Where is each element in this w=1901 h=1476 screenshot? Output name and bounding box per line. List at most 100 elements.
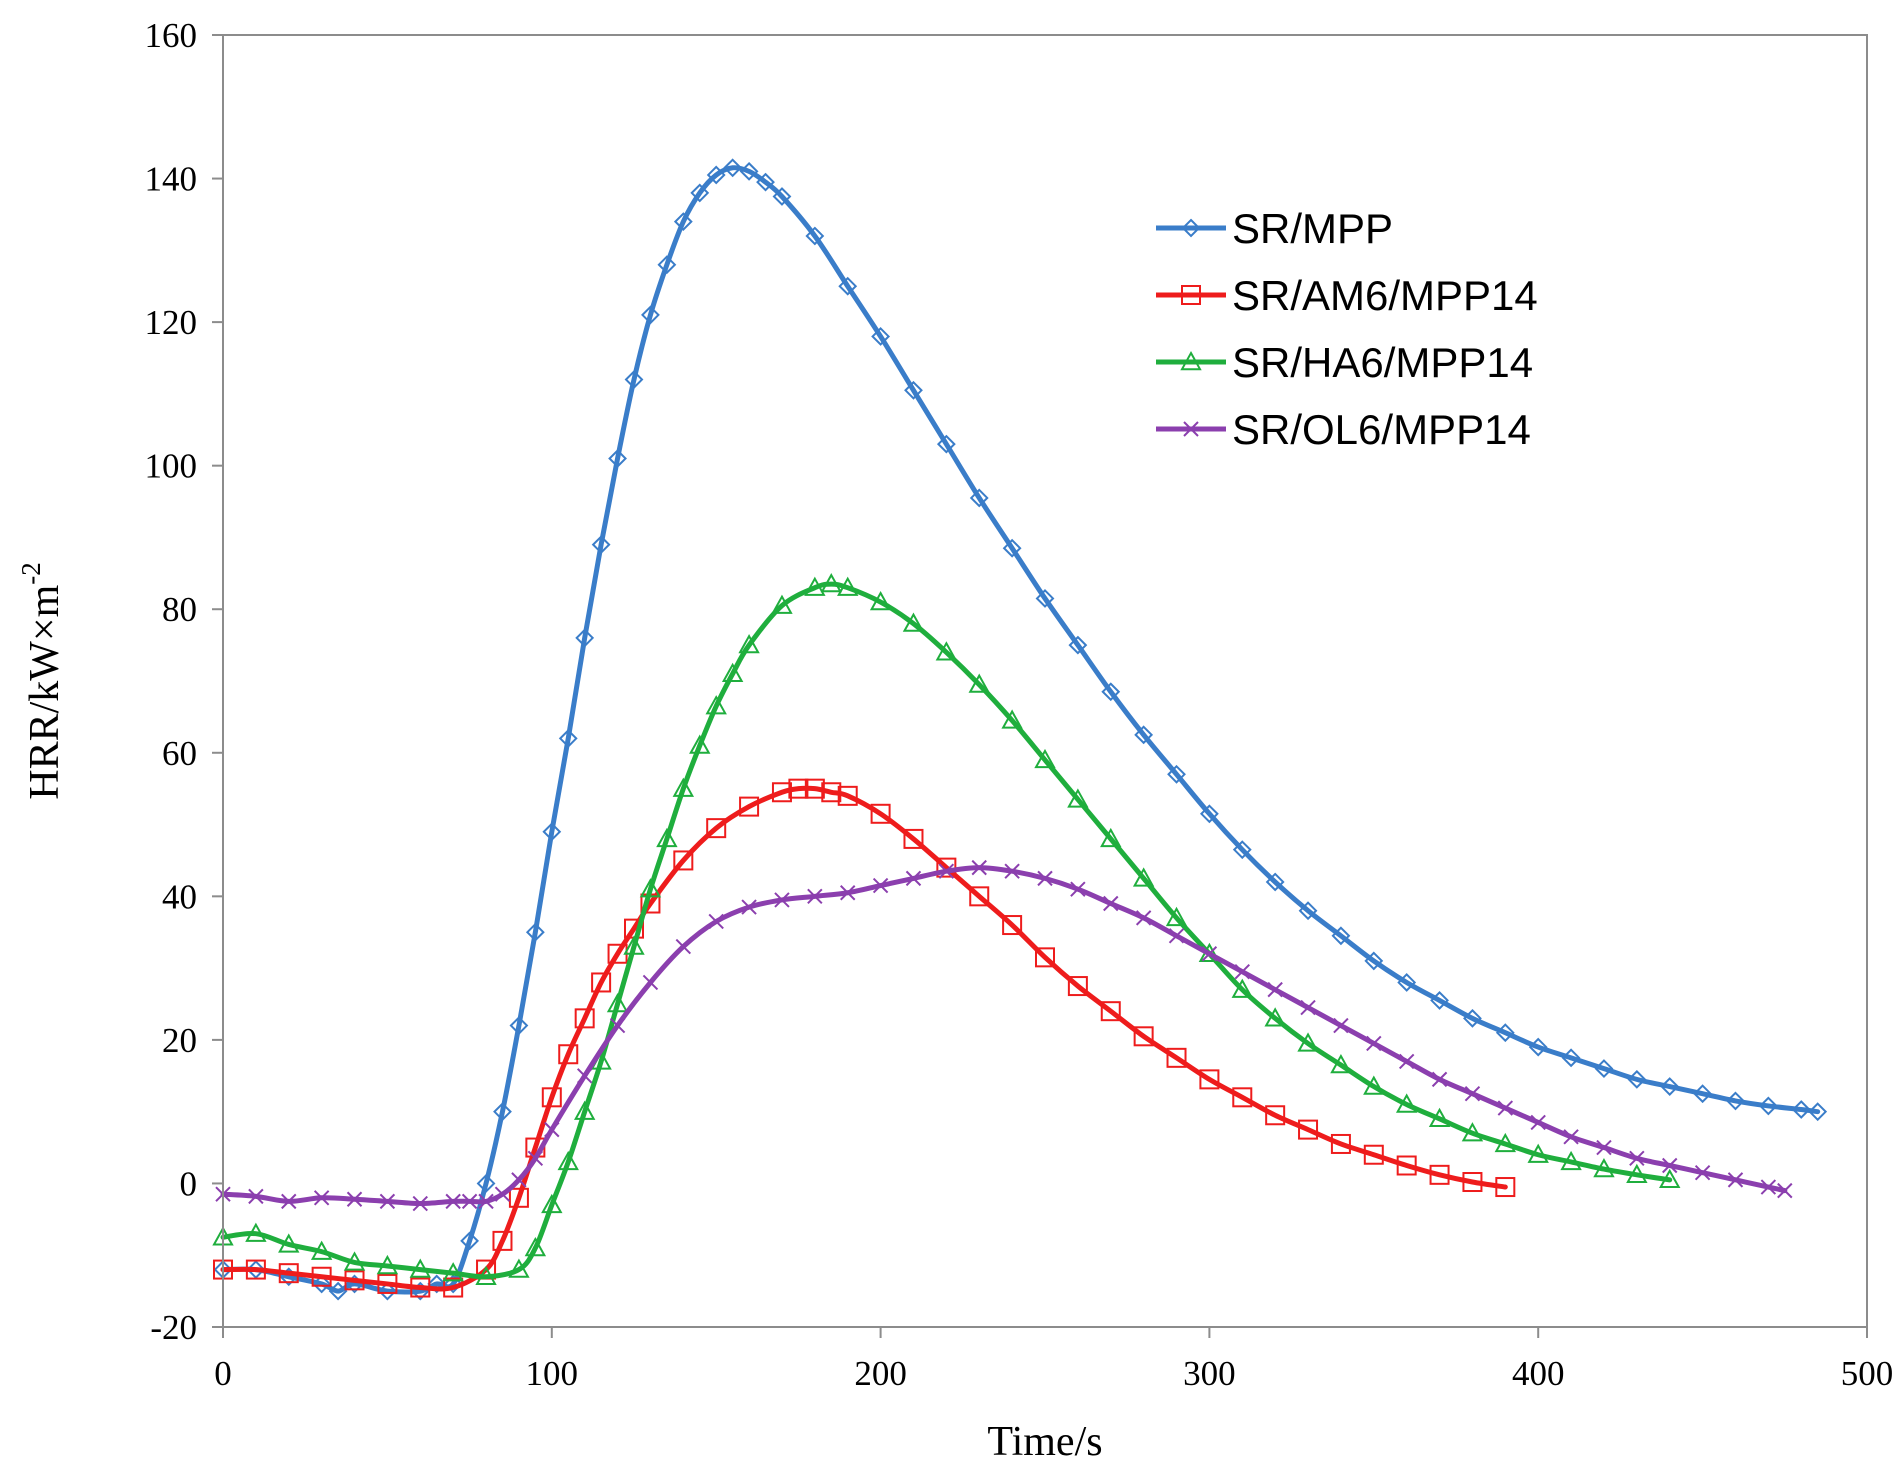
diamond-marker — [377, 1281, 397, 1301]
x-marker — [527, 1150, 544, 1167]
x-marker — [971, 859, 987, 876]
square-marker — [245, 1259, 266, 1280]
square-marker — [870, 803, 891, 824]
diamond-marker — [624, 370, 644, 389]
triangle-marker — [623, 935, 645, 955]
x-marker — [478, 1193, 494, 1210]
y-tick-label: 100 — [145, 447, 198, 486]
y-tick-label: 60 — [162, 734, 197, 773]
legend-item: SR/AM6/MPP14 — [1156, 272, 1538, 319]
triangle-marker — [1067, 788, 1089, 808]
diamond-marker — [1035, 589, 1055, 608]
square-marker — [771, 782, 792, 803]
triangle-marker — [705, 695, 727, 715]
square-marker — [1232, 1087, 1253, 1108]
diamond-marker — [1528, 1037, 1548, 1057]
triangle-marker — [721, 662, 744, 683]
x-marker — [1037, 870, 1053, 887]
square-marker — [739, 796, 760, 817]
square-marker — [1133, 1026, 1154, 1047]
diamond-marker — [1594, 1059, 1614, 1079]
y-tick-label: 140 — [145, 160, 198, 199]
diamond-marker — [1463, 1008, 1482, 1028]
triangle-marker — [475, 1265, 497, 1285]
square-marker — [1495, 1177, 1516, 1198]
triangle-marker — [573, 1100, 596, 1120]
diamond-marker — [525, 922, 545, 942]
diamond-marker — [476, 1174, 496, 1193]
x-marker — [346, 1191, 363, 1207]
square-marker — [508, 1187, 529, 1208]
y-tick-label: 40 — [162, 877, 197, 916]
diamond-marker — [1068, 635, 1088, 655]
diamond-marker — [871, 327, 891, 346]
square-marker — [443, 1277, 464, 1298]
x-marker — [1727, 1172, 1744, 1188]
diamond-marker — [509, 1016, 529, 1035]
triangle-marker — [1461, 1122, 1484, 1142]
triangle-marker — [804, 576, 826, 596]
triangle-marker — [1330, 1053, 1352, 1074]
x-marker — [1398, 1053, 1415, 1070]
x-marker — [313, 1190, 330, 1206]
diamond-marker — [1430, 990, 1449, 1010]
diamond-marker — [591, 535, 611, 555]
x-marker — [1596, 1139, 1612, 1156]
diamond-marker — [1808, 1102, 1828, 1122]
series-markers — [215, 859, 1793, 1212]
diamond-marker — [756, 172, 775, 192]
x-marker — [379, 1193, 396, 1210]
diamond-marker — [838, 276, 858, 296]
y-tick-label: 20 — [162, 1021, 197, 1060]
y-tick-label: 80 — [162, 590, 197, 629]
triangle-marker — [1527, 1143, 1549, 1163]
x-marker — [1662, 1157, 1678, 1174]
square-marker — [410, 1277, 431, 1298]
legend-item: SR/MPP — [1156, 205, 1393, 252]
diamond-marker — [1627, 1069, 1647, 1089]
y-tick-label: -20 — [150, 1308, 197, 1347]
diamond-marker — [1364, 951, 1384, 971]
diamond-marker — [542, 822, 562, 842]
triangle-marker — [672, 777, 695, 797]
x-marker — [774, 892, 790, 908]
triangle-marker — [1395, 1093, 1418, 1113]
square-marker — [1067, 976, 1088, 997]
triangle-marker — [1100, 827, 1122, 848]
x-tick-label: 0 — [214, 1354, 232, 1393]
x-marker — [840, 885, 856, 901]
legend-label: SR/AM6/MPP14 — [1232, 272, 1538, 319]
diamond-marker — [1331, 926, 1351, 946]
x-marker — [1004, 863, 1020, 879]
x-marker — [281, 1193, 297, 1210]
diamond-marker — [1791, 1100, 1811, 1119]
diamond-marker — [608, 449, 627, 468]
triangle-marker — [1560, 1150, 1582, 1171]
x-marker — [1267, 981, 1283, 998]
triangle-marker — [869, 590, 892, 611]
square-marker — [1002, 915, 1023, 936]
diamond-marker — [1726, 1091, 1745, 1111]
triangle-marker — [343, 1251, 366, 1271]
legend-label: SR/OL6/MPP14 — [1232, 406, 1531, 453]
square-marker — [1363, 1144, 1384, 1165]
square-marker — [278, 1263, 299, 1284]
y-axis-title-superscript: -2 — [16, 562, 46, 585]
y-axis-tick-labels: -20 0 20 40 60 80 100 120 140 160 — [145, 16, 198, 1347]
x-marker — [461, 1193, 478, 1210]
triangle-marker — [771, 594, 793, 614]
square-marker — [558, 1044, 579, 1065]
triangle-marker — [1428, 1107, 1451, 1128]
square-marker — [311, 1266, 332, 1287]
y-axis-ticks — [212, 34, 223, 1328]
triangle-marker — [902, 612, 925, 632]
legend: SR/MPP SR/AM6/MPP14 SR/HA6/MPP14 SR/OL6/MPP… — [1156, 205, 1538, 453]
square-marker — [591, 972, 612, 993]
diamond-marker — [1134, 725, 1154, 745]
triangle-marker — [639, 878, 662, 898]
x-marker — [576, 1068, 593, 1084]
x-marker — [1694, 1164, 1711, 1181]
x-marker — [494, 1186, 511, 1202]
x-marker — [1777, 1182, 1793, 1199]
x-marker — [1497, 1100, 1514, 1116]
